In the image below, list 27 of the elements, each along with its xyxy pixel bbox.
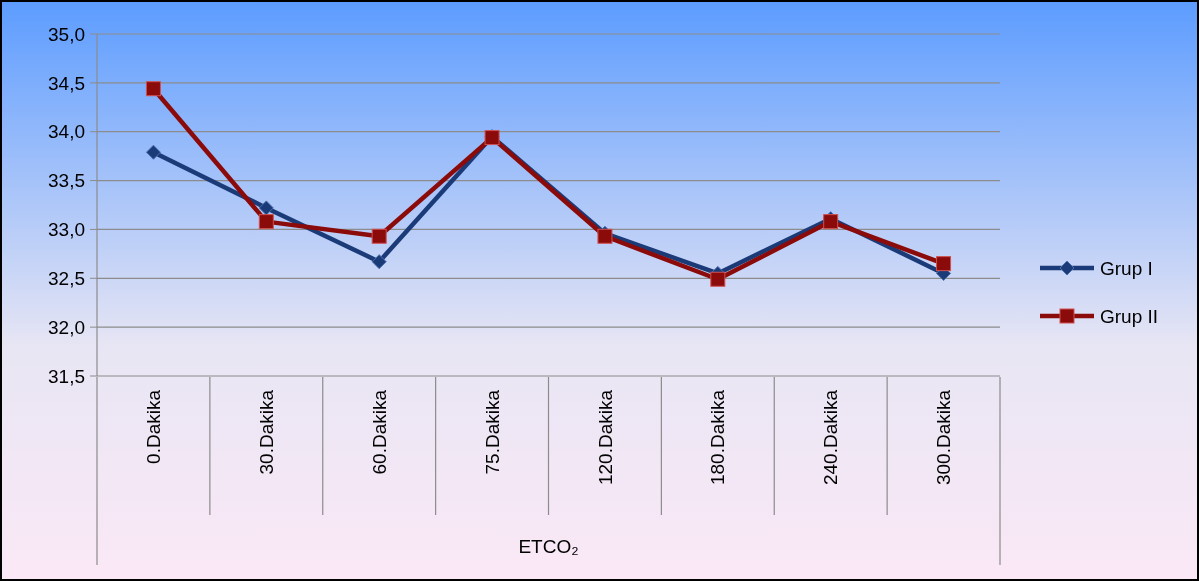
- point: [145, 81, 161, 97]
- y-tick-label: 32,5: [48, 267, 85, 289]
- x-tick-label: 240.Dakika: [820, 389, 842, 486]
- point: [371, 228, 387, 244]
- point: [145, 144, 161, 160]
- y-tick-label: 33,0: [48, 219, 85, 241]
- point: [936, 256, 952, 272]
- point: [710, 271, 726, 287]
- y-tick-label: 33,5: [48, 170, 85, 192]
- point: [258, 200, 274, 216]
- x-tick-label: 30.Dakika: [255, 389, 277, 475]
- y-tick-label: 35,0: [48, 23, 85, 45]
- x-tick-label: 60.Dakika: [368, 389, 390, 475]
- legend-label: Grup I: [1100, 257, 1153, 279]
- x-tick-label: 120.Dakika: [594, 389, 616, 486]
- point: [371, 254, 387, 270]
- x-tick-label: 75.Dakika: [481, 389, 503, 475]
- point: [258, 214, 274, 230]
- y-tick-label: 34,5: [48, 72, 85, 94]
- x-tick-label: 300.Dakika: [933, 389, 955, 486]
- legend-label: Grup II: [1100, 305, 1159, 327]
- x-axis-title: ETCO₂: [518, 536, 579, 557]
- x-tick-label: 180.Dakika: [707, 389, 729, 486]
- y-tick-label: 31,5: [48, 365, 85, 387]
- y-tick-label: 34,0: [48, 121, 85, 143]
- x-tick-label: 0.Dakika: [143, 389, 165, 464]
- y-tick-label: 32,0: [48, 316, 85, 338]
